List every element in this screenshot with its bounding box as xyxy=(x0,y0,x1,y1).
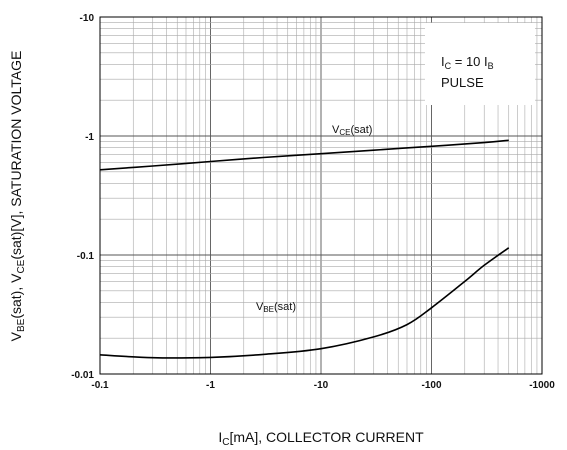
x-tick-label: -100 xyxy=(421,380,441,391)
legend-box xyxy=(425,23,535,105)
x-tick-label: -1 xyxy=(206,380,215,391)
y-tick-label: -10 xyxy=(80,13,95,24)
y-tick-label: -0.01 xyxy=(71,370,94,381)
x-tick-labels: -0.1 -1 -10 -100 -1000 xyxy=(91,380,555,391)
series-label-vce-sat: VCE(sat) xyxy=(332,124,372,137)
series-line-vbe-sat xyxy=(99,247,510,359)
x-axis-title: IC[mA], COLLECTOR CURRENT xyxy=(218,429,424,448)
series-label-vbe-sat: VBE(sat) xyxy=(256,301,296,314)
legend-line-2: PULSE xyxy=(441,75,484,90)
x-tick-label: -0.1 xyxy=(91,380,109,391)
y-tick-label: -1 xyxy=(85,132,94,143)
series-line-vce-sat xyxy=(99,139,509,171)
y-tick-label: -0.1 xyxy=(77,251,95,262)
grid-lines xyxy=(100,17,542,374)
y-axis-title: VBE(sat), VCE(sat)[V], SATURATION VOLTAG… xyxy=(8,51,27,342)
series-lines xyxy=(99,139,510,359)
x-tick-label: -1000 xyxy=(529,380,555,391)
plot-frame xyxy=(99,16,543,375)
legend-line-1: IC = 10 IB xyxy=(441,54,494,71)
y-tick-labels: -10 -1 -0.1 -0.01 xyxy=(71,13,94,381)
x-tick-label: -10 xyxy=(314,380,329,391)
